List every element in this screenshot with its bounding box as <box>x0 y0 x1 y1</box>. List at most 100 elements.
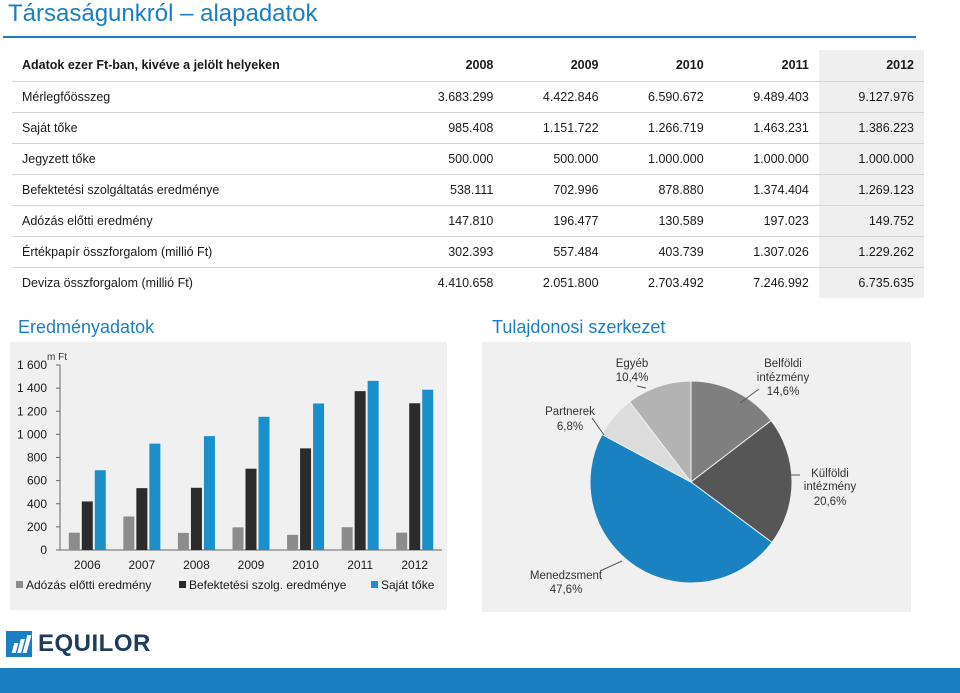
x-tick-label: 2011 <box>347 558 373 572</box>
table-cell: 1.374.404 <box>713 174 819 206</box>
pie-leader-line <box>636 385 647 389</box>
table-cell: 1.386.223 <box>818 112 924 144</box>
row-label: Deviza összforgalom (millió Ft) <box>22 275 193 290</box>
table-row: Deviza összforgalom (millió Ft) 4.410.658… <box>12 267 924 298</box>
bar-1-2012 <box>409 403 421 550</box>
year-header: 2010 <box>608 50 714 82</box>
legend-label: Saját tőke <box>381 578 435 592</box>
year-header: 2011 <box>713 50 819 82</box>
y-tick-label: 400 <box>27 497 47 511</box>
table-cell: 1.307.026 <box>713 236 819 268</box>
table-cell: 985.408 <box>398 112 504 144</box>
table-cell: 702.996 <box>503 174 609 206</box>
x-tick-label: 2010 <box>292 558 319 572</box>
bar-1-2006 <box>81 501 93 550</box>
table-cell: 4.410.658 <box>437 275 494 290</box>
bar-0-2007 <box>123 516 135 550</box>
ownership-section-title: Tulajdonosi szerkezet <box>492 317 666 337</box>
y-tick-label: 0 <box>40 543 47 557</box>
logo-text: EQUILOR <box>38 630 151 657</box>
bar-0-2011 <box>341 527 353 550</box>
table-cell: 9.489.403 <box>713 81 819 113</box>
row-label: Jegyzett tőke <box>12 143 399 175</box>
bar-0-2009 <box>232 527 244 550</box>
bar-0-2006 <box>68 532 80 550</box>
legend-label: Befektetési szolg. eredménye <box>189 578 347 592</box>
bar-2-2012 <box>422 389 434 550</box>
table-cell: 1.463.231 <box>713 112 819 144</box>
bar-chart-panel: m Ft 0 200 400 600 800 1 000 1 200 1 400 1 600 200… <box>10 342 447 610</box>
y-tick-label: 1 200 <box>17 404 47 418</box>
table-cell: 7.246.992 <box>753 275 809 290</box>
table-cell: 9.127.976 <box>818 81 924 113</box>
table-cell: 1.000.000 <box>608 143 714 175</box>
table-cell: 3.683.299 <box>398 81 504 113</box>
results-section-title: Eredményadatok <box>18 317 155 337</box>
table-cell: 1.000.000 <box>713 143 819 175</box>
table-cell: 1.229.262 <box>818 236 924 268</box>
page-title: Társaságunkról – alapadatok <box>8 0 318 27</box>
bar-0-2012 <box>396 532 408 550</box>
pie-leader-line <box>591 417 605 436</box>
footer-bar <box>0 668 960 693</box>
bar-2-2010 <box>313 403 325 550</box>
table-row: Jegyzett tőke 500.000 500.000 1.000.000 1.00… <box>12 143 924 175</box>
pie-label-value: 14,6% <box>767 386 800 398</box>
y-axis-unit: m Ft <box>47 352 67 363</box>
pie-slice-2 <box>589 433 773 584</box>
table-row: Saját tőke 985.408 1.151.722 1.266.719 1.463… <box>12 112 924 144</box>
x-tick-label: 2007 <box>129 558 156 572</box>
pie-leader-line <box>599 560 623 572</box>
table-cell: 4.422.846 <box>503 81 609 113</box>
pie-label-name: Belföldi intézmény <box>757 358 810 384</box>
table-cell: 1.269.123 <box>818 174 924 206</box>
bar-2-2011 <box>367 380 379 550</box>
table-cell: 1.266.719 <box>608 112 714 144</box>
table-row: Értékpapír összforgalom (millió Ft) 302.3… <box>12 236 924 268</box>
pie-label-value: 10,4% <box>616 372 649 384</box>
pie-slice-0 <box>690 380 772 484</box>
bar-1-2007 <box>136 488 148 550</box>
table-cell: 557.484 <box>503 236 609 268</box>
table-header-row: Adatok ezer Ft-ban, kivéve a jelölt hely… <box>12 50 924 82</box>
pie-slice-4 <box>628 380 692 484</box>
y-tick-label: 800 <box>27 451 47 465</box>
table-cell: 196.477 <box>503 205 609 237</box>
y-tick-label: 1 400 <box>17 381 47 395</box>
financial-data-table: Adatok ezer Ft-ban, kivéve a jelölt hely… <box>12 50 924 298</box>
table-cell: 302.393 <box>398 236 504 268</box>
table-header-label: Adatok ezer Ft-ban, kivéve a jelölt hely… <box>12 50 399 82</box>
bar-1-2010 <box>300 448 312 550</box>
table-row: Befektetési szolgáltatás eredménye 538.11… <box>12 174 924 206</box>
row-label: Befektetési szolgáltatás eredménye <box>12 174 399 206</box>
row-label: Értékpapír összforgalom (millió Ft) <box>12 236 399 268</box>
bar-1-2011 <box>354 391 366 550</box>
bar-2-2006 <box>94 470 106 550</box>
pie-label-name: Menedzsment <box>530 570 603 582</box>
results-bar-chart: m Ft 0 200 400 600 800 1 000 1 200 1 400 1 600 200… <box>16 352 442 592</box>
table-cell: 6.590.672 <box>608 81 714 113</box>
pie-chart-panel: Belföldi intézmény 14,6% Külföldi intézmény 2… <box>482 342 911 612</box>
x-tick-label: 2009 <box>238 558 265 572</box>
logo-mark-icon <box>6 631 32 657</box>
bar-0-2008 <box>177 532 189 550</box>
y-tick-label: 600 <box>27 474 47 488</box>
pie-label-value: 6,8% <box>557 421 583 433</box>
y-tick-label: 200 <box>27 520 47 534</box>
legend-label: Adózás előtti eredmény <box>26 578 151 592</box>
table-cell: 2.051.800 <box>542 275 599 290</box>
table-cell: 130.589 <box>608 205 714 237</box>
pie-slice-1 <box>690 419 793 544</box>
legend-swatch <box>16 581 23 588</box>
row-label: Adózás előtti eredmény <box>12 205 399 237</box>
bar-1-2008 <box>190 487 202 550</box>
bar-1-2009 <box>245 468 257 550</box>
legend-swatch <box>371 581 378 588</box>
y-tick-label: 1 000 <box>17 427 47 441</box>
table-cell: 197.023 <box>713 205 819 237</box>
year-header-highlighted: 2012 <box>818 50 924 82</box>
table-cell: 6.735.635 <box>818 267 924 298</box>
table-cell: 403.739 <box>608 236 714 268</box>
table-cell: 500.000 <box>503 143 609 175</box>
x-tick-label: 2006 <box>74 558 101 572</box>
